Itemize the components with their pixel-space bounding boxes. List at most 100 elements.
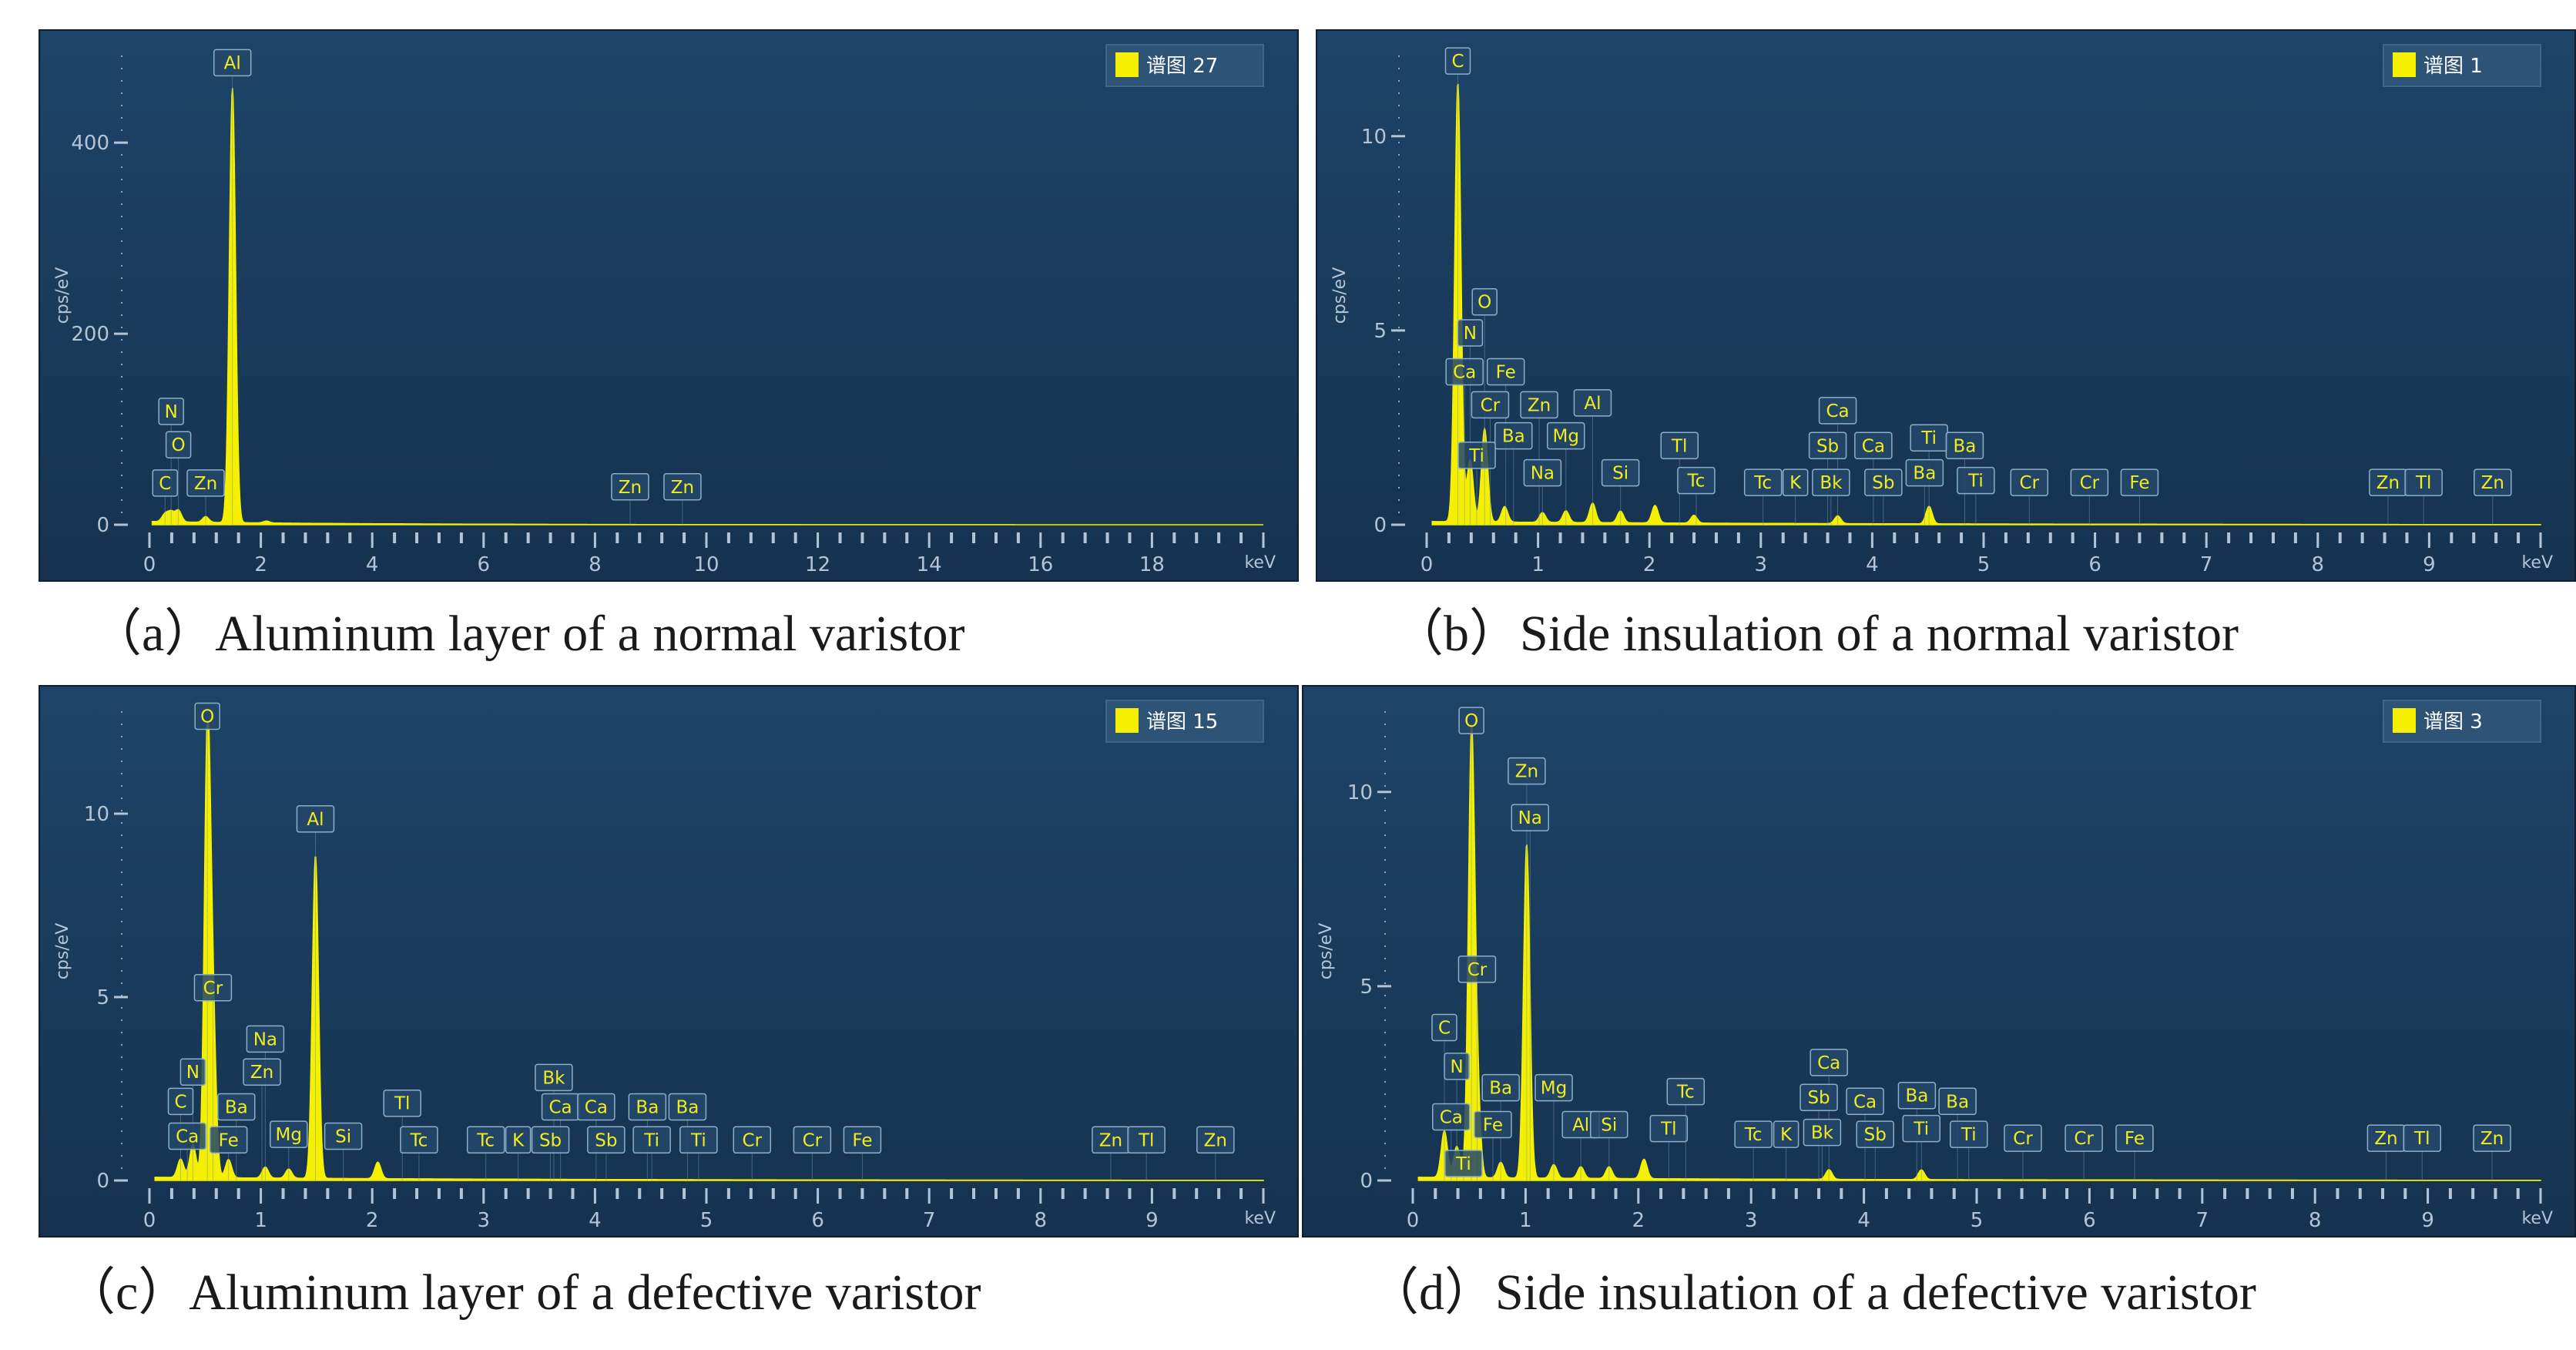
- label-tag: [1523, 458, 1562, 487]
- label-text: Cr: [203, 979, 223, 999]
- label-tag: [217, 1093, 256, 1121]
- element-label: Mg: [1547, 421, 1585, 525]
- y-tick-label: 400: [71, 132, 109, 155]
- label-tag: [1457, 955, 1497, 983]
- label-tag: [1666, 1077, 1706, 1106]
- label-tag: [2120, 468, 2159, 496]
- legend-label: 谱图 27: [1146, 55, 1218, 78]
- element-label: O: [165, 431, 192, 525]
- x-tick-label: 6: [2088, 553, 2101, 576]
- element-label: Cr: [2064, 1124, 2103, 1180]
- label-tag: [243, 1058, 281, 1086]
- label-text: Ca: [1862, 436, 1885, 456]
- label-tag: [152, 469, 178, 497]
- label-tag: [1677, 466, 1716, 495]
- label-text: Sb: [1872, 473, 1894, 493]
- x-tick-label: 6: [478, 553, 491, 576]
- label-tag: [246, 1025, 285, 1053]
- element-label: Zn: [2473, 1124, 2511, 1180]
- label-text: Zn: [619, 478, 642, 498]
- element-label: Tl: [1127, 1126, 1166, 1180]
- label-text: Ba: [676, 1097, 699, 1117]
- element-label: Ti: [1957, 466, 1995, 525]
- element-label: Ba: [1494, 421, 1533, 525]
- label-tag: [1957, 466, 1995, 495]
- label-tag: [1734, 1120, 1773, 1148]
- label-tag: [1486, 358, 1525, 386]
- label-text: K: [1789, 473, 1802, 493]
- y-axis-label: cps/eV: [53, 923, 72, 980]
- element-label: Fe: [843, 1126, 882, 1180]
- label-tag: [1846, 1087, 1884, 1116]
- element-label: Zn: [611, 473, 649, 525]
- label-tag: [2115, 1124, 2154, 1152]
- x-tick-label: 4: [1857, 1209, 1870, 1232]
- label-text: Mg: [1553, 427, 1579, 447]
- label-text: N: [186, 1063, 200, 1083]
- element-label: Ba: [1481, 1073, 1520, 1180]
- x-axis-label: keV: [1244, 553, 1276, 573]
- label-text: C: [159, 474, 171, 494]
- caption-d: （d）Side insulation of a defective varist…: [1368, 1264, 2256, 1321]
- label-tag: [168, 1122, 206, 1150]
- x-tick-label: 5: [1977, 553, 1991, 576]
- legend-swatch: [1115, 52, 1139, 77]
- label-tag: [193, 974, 233, 1002]
- plot-background: [1317, 31, 2574, 580]
- label-text: Al: [224, 53, 241, 73]
- label-text: Fe: [1496, 362, 1516, 382]
- label-text: Zn: [671, 478, 694, 498]
- x-tick-label: 18: [1139, 553, 1165, 576]
- label-text: Ti: [643, 1130, 659, 1150]
- y-tick-label: 200: [71, 323, 109, 346]
- element-label: O: [194, 702, 220, 1180]
- label-tag: [1864, 468, 1903, 496]
- label-text: Fe: [2125, 1129, 2145, 1149]
- legend: 谱图 15: [1105, 700, 1264, 743]
- label-text: Tl: [394, 1094, 410, 1114]
- x-tick-label: 1: [1531, 553, 1545, 576]
- legend-label: 谱图 15: [1146, 710, 1218, 734]
- label-tag: [628, 1093, 667, 1121]
- label-tag: [505, 1126, 532, 1154]
- label-text: Fe: [2129, 473, 2149, 493]
- x-tick-label: 0: [1420, 553, 1434, 576]
- label-tag: [1196, 1126, 1235, 1154]
- legend-label: 谱图 3: [2423, 710, 2483, 734]
- label-text: Ti: [1455, 1154, 1471, 1174]
- x-axis: 0 2 4 6 8 10 12 14 16 18 keV: [143, 532, 1276, 576]
- x-tick-label: 1: [1519, 1209, 1532, 1232]
- label-tag: [186, 469, 225, 497]
- element-label: Ca: [577, 1093, 615, 1180]
- label-text: Al: [1584, 394, 1601, 414]
- label-tag: [213, 49, 252, 77]
- label-tag: [466, 1126, 505, 1154]
- label-text: Cr: [803, 1130, 823, 1150]
- label-text: Fe: [852, 1130, 872, 1150]
- label-text: Ti: [690, 1130, 706, 1150]
- y-tick-label: 0: [96, 514, 109, 537]
- label-text: Bk: [1820, 473, 1843, 493]
- element-label: Ti: [1902, 1114, 1941, 1180]
- label-tag: [587, 1126, 626, 1154]
- label-tag: [1431, 1013, 1457, 1042]
- label-tag: [1945, 432, 1984, 460]
- element-label: Mg: [270, 1120, 308, 1180]
- label-text: Ca: [1853, 1092, 1877, 1112]
- label-tag: [1810, 1049, 1848, 1076]
- x-tick-label: 2: [366, 1209, 379, 1232]
- label-text: Tc: [1753, 473, 1772, 493]
- label-tag: [209, 1126, 248, 1154]
- y-axis-label: cps/eV: [53, 267, 72, 324]
- label-tag: [1573, 389, 1612, 417]
- label-text: Al: [1572, 1116, 1589, 1136]
- label-tag: [1950, 1120, 1988, 1148]
- label-text: Zn: [250, 1063, 273, 1083]
- label-text: Al: [307, 810, 324, 830]
- label-tag: [843, 1126, 882, 1154]
- label-text: Ba: [1946, 1092, 1969, 1112]
- x-tick-label: 4: [589, 1209, 602, 1232]
- label-text: Ca: [585, 1097, 608, 1117]
- x-tick-label: 1: [254, 1209, 267, 1232]
- label-tag: [2004, 1124, 2042, 1152]
